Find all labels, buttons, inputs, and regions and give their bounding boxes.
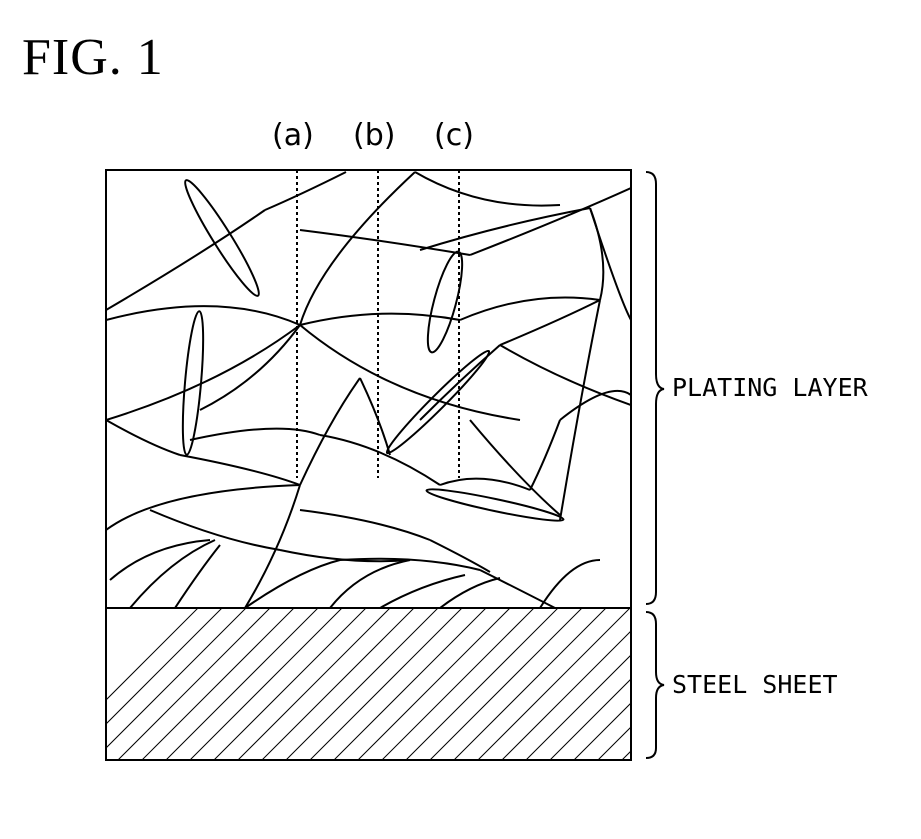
steel-sheet-box	[106, 608, 631, 760]
steel-sheet-hatching	[46, 608, 774, 760]
steel-sheet-brace	[646, 612, 664, 758]
lens-grains	[178, 176, 564, 526]
plating-layer-brace	[646, 172, 664, 604]
measurement-lines	[297, 170, 459, 478]
